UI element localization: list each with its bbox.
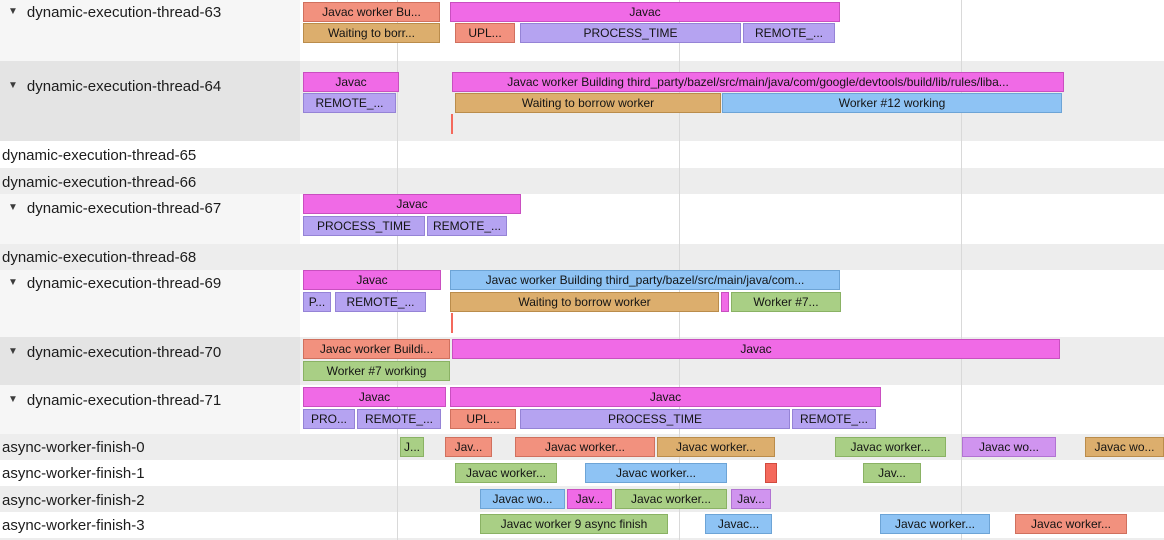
thread-label[interactable]: ▼ dynamic-execution-thread-69 — [8, 273, 221, 293]
trace-event-bar[interactable]: Waiting to borrow worker — [455, 93, 721, 113]
trace-event-bar[interactable]: Jav... — [731, 489, 771, 509]
thread-label[interactable]: ▼ dynamic-execution-thread-70 — [8, 342, 221, 362]
thread-name-text: async-worker-finish-2 — [2, 491, 145, 509]
trace-event-bar[interactable]: P... — [303, 292, 331, 312]
trace-event-bar[interactable]: PROCESS_TIME — [303, 216, 425, 236]
trace-event-bar[interactable]: Javac wo... — [1085, 437, 1164, 457]
trace-event-bar[interactable]: Javac... — [705, 514, 772, 534]
collapse-triangle-icon[interactable]: ▼ — [8, 346, 18, 357]
thread-name-text: dynamic-execution-thread-63 — [26, 3, 222, 21]
thread-name-text: async-worker-finish-0 — [2, 438, 145, 456]
trace-event-bar[interactable]: Javac — [303, 194, 521, 214]
trace-event-bar[interactable]: Javac worker... — [455, 463, 557, 483]
trace-event-bar[interactable]: Jav... — [445, 437, 492, 457]
thread-name-text: dynamic-execution-thread-71 — [26, 391, 222, 409]
time-gridline — [961, 0, 962, 540]
instant-event-tick[interactable] — [451, 313, 453, 333]
thread-name-text: dynamic-execution-thread-64 — [26, 77, 222, 95]
thread-label-shade — [0, 61, 300, 141]
trace-event-bar[interactable]: Javac worker... — [1015, 514, 1127, 534]
trace-event-bar[interactable]: Javac worker Buildi... — [303, 339, 450, 359]
trace-event-bar[interactable]: Javac worker... — [515, 437, 655, 457]
trace-event-bar[interactable]: Javac worker Building third_party/bazel/… — [452, 72, 1064, 92]
trace-event-bar[interactable]: Javac worker... — [657, 437, 775, 457]
thread-name-text: async-worker-finish-1 — [2, 464, 145, 482]
trace-event-bar[interactable]: PROCESS_TIME — [520, 409, 790, 429]
trace-event-bar[interactable]: REMOTE_... — [743, 23, 835, 43]
trace-event-bar[interactable]: Worker #7... — [731, 292, 841, 312]
thread-label: dynamic-execution-thread-65 — [2, 145, 196, 165]
thread-label[interactable]: ▼ dynamic-execution-thread-71 — [8, 390, 221, 410]
thread-name-text: dynamic-execution-thread-66 — [2, 173, 197, 191]
trace-event-bar[interactable]: Javac — [452, 339, 1060, 359]
thread-label[interactable]: ▼ dynamic-execution-thread-64 — [8, 76, 221, 96]
thread-name-text: async-worker-finish-3 — [2, 516, 145, 534]
thread-name-text: dynamic-execution-thread-67 — [26, 199, 222, 217]
thread-label: async-worker-finish-0 — [2, 437, 145, 457]
trace-event-bar[interactable]: Waiting to borrow worker — [450, 292, 719, 312]
trace-event-bar[interactable]: REMOTE_... — [792, 409, 876, 429]
thread-name-text: dynamic-execution-thread-69 — [26, 274, 222, 292]
row-band — [0, 141, 1164, 168]
row-band — [0, 460, 1164, 486]
trace-event-bar[interactable]: Javac — [303, 270, 441, 290]
thread-name-text: dynamic-execution-thread-68 — [2, 248, 197, 266]
trace-event-bar[interactable]: Javac worker... — [615, 489, 727, 509]
trace-event-bar[interactable]: Javac worker Building third_party/bazel/… — [450, 270, 840, 290]
trace-event-bar[interactable]: Jav... — [863, 463, 921, 483]
trace-event-bar[interactable]: Javac worker... — [835, 437, 946, 457]
trace-event-bar[interactable]: Waiting to borr... — [303, 23, 440, 43]
thread-name-text: dynamic-execution-thread-70 — [26, 343, 222, 361]
thread-name-text: dynamic-execution-thread-65 — [2, 146, 197, 164]
trace-event-bar[interactable]: Javac — [303, 72, 399, 92]
trace-event-bar[interactable]: Jav... — [567, 489, 612, 509]
thread-label: dynamic-execution-thread-68 — [2, 247, 196, 267]
trace-event-bar[interactable]: J... — [400, 437, 424, 457]
trace-event-bar[interactable]: REMOTE_... — [335, 292, 426, 312]
row-band — [0, 168, 1164, 194]
trace-event-bar[interactable] — [721, 292, 729, 312]
trace-event-bar[interactable]: Worker #7 working — [303, 361, 450, 381]
thread-label: async-worker-finish-1 — [2, 463, 145, 483]
trace-event-bar[interactable]: Javac worker... — [585, 463, 727, 483]
trace-event-bar[interactable]: PROCESS_TIME — [520, 23, 741, 43]
trace-event-bar[interactable]: Javac worker Bu... — [303, 2, 440, 22]
trace-event-bar[interactable]: REMOTE_... — [427, 216, 507, 236]
trace-event-bar[interactable]: REMOTE_... — [357, 409, 441, 429]
trace-event-bar[interactable]: Javac — [450, 387, 881, 407]
trace-event-bar[interactable] — [765, 463, 777, 483]
row-band — [0, 244, 1164, 270]
instant-event-tick[interactable] — [451, 114, 453, 134]
trace-event-bar[interactable]: Javac wo... — [962, 437, 1056, 457]
trace-event-bar[interactable]: Javac — [450, 2, 840, 22]
thread-label: async-worker-finish-2 — [2, 490, 145, 510]
collapse-triangle-icon[interactable]: ▼ — [8, 277, 18, 288]
trace-event-bar[interactable]: UPL... — [450, 409, 516, 429]
collapse-triangle-icon[interactable]: ▼ — [8, 80, 18, 91]
trace-event-bar[interactable]: Javac — [303, 387, 446, 407]
trace-event-bar[interactable]: REMOTE_... — [303, 93, 396, 113]
trace-event-bar[interactable]: Worker #12 working — [722, 93, 1062, 113]
trace-event-bar[interactable]: Javac wo... — [480, 489, 565, 509]
collapse-triangle-icon[interactable]: ▼ — [8, 394, 18, 405]
trace-event-bar[interactable]: PRO... — [303, 409, 355, 429]
trace-event-bar[interactable]: Javac worker... — [880, 514, 990, 534]
collapse-triangle-icon[interactable]: ▼ — [8, 202, 18, 213]
thread-label[interactable]: ▼ dynamic-execution-thread-67 — [8, 198, 221, 218]
thread-label: async-worker-finish-3 — [2, 515, 145, 535]
trace-event-bar[interactable]: UPL... — [455, 23, 515, 43]
row-band — [0, 194, 1164, 244]
trace-event-bar[interactable]: Javac worker 9 async finish — [480, 514, 668, 534]
collapse-triangle-icon[interactable]: ▼ — [8, 6, 18, 17]
thread-label: dynamic-execution-thread-66 — [2, 172, 196, 192]
thread-label[interactable]: ▼ dynamic-execution-thread-63 — [8, 2, 221, 22]
